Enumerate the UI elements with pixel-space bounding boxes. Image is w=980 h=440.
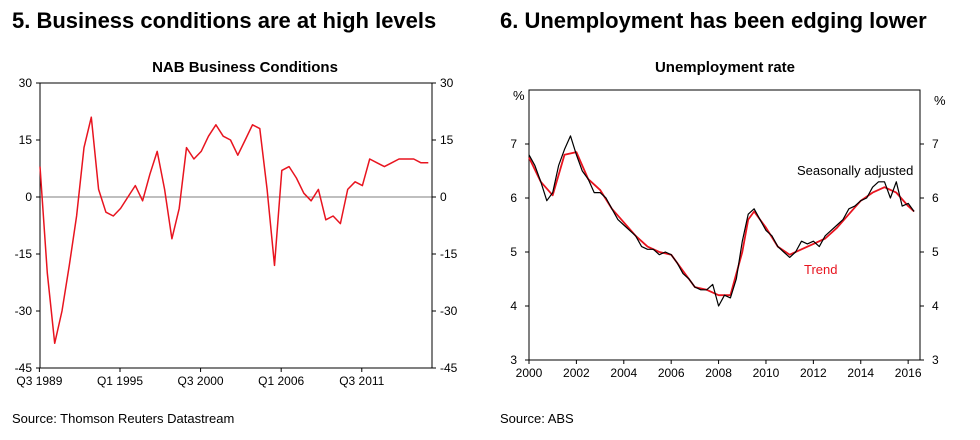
panel-heading-unemployment: 6. Unemployment has been edging lower (500, 8, 927, 33)
y-tick-label-right: 6 (932, 191, 939, 205)
y-tick-label-right: -45 (440, 361, 458, 375)
y-tick-label-right: 5 (932, 245, 939, 259)
business-conditions-line (39, 116, 429, 345)
y-tick-label-left: -15 (15, 247, 33, 261)
x-tick-label: 2004 (610, 366, 637, 380)
y-tick-label-right: -30 (440, 304, 458, 318)
unemployment-chart-title: Unemployment rate (655, 59, 795, 76)
annotation-seasonally-adjusted: Seasonally adjusted (797, 163, 913, 178)
y-tick-label-right: -15 (440, 247, 458, 261)
x-tick-label: 2008 (705, 366, 732, 380)
y-tick-label-left: 3 (510, 353, 517, 367)
annotation-trend: Trend (804, 262, 837, 277)
unemployment-plot-frame (528, 89, 921, 361)
x-tick-label: Q3 2011 (339, 374, 384, 388)
y-tick-label-right: 3 (932, 353, 939, 367)
y-tick-label-left: 15 (19, 133, 33, 147)
x-tick-label: Q3 1989 (16, 374, 62, 388)
panel-heading-business-conditions: 5. Business conditions are at high level… (12, 8, 437, 33)
unemployment-y-axis: 3 3 4 4 5 5 6 6 7 7 (510, 137, 939, 367)
y-tick-label-left: 6 (510, 191, 517, 205)
y-tick-label-right: 30 (440, 76, 454, 90)
y-tick-label-right: 0 (440, 190, 447, 204)
x-tick-label: 2002 (563, 366, 590, 380)
x-tick-label: 2014 (847, 366, 874, 380)
y-tick-label-left: 0 (25, 190, 32, 204)
business-conditions-x-axis: Q3 1989 Q1 1995 Q3 2000 Q1 2006 Q3 2011 (16, 368, 385, 388)
seasonally-adjusted-line (528, 135, 915, 307)
y-tick-label-left: -30 (15, 304, 33, 318)
x-tick-label: Q3 2000 (178, 374, 224, 388)
business-conditions-chart-title: NAB Business Conditions (152, 59, 338, 76)
source-note-business-conditions: Source: Thomson Reuters Datastream (12, 411, 235, 426)
x-tick-label: 2010 (753, 366, 780, 380)
unemployment-series (528, 135, 915, 307)
y-tick-label-left: 5 (510, 245, 517, 259)
x-tick-label: Q1 2006 (258, 374, 304, 388)
x-tick-label: 2016 (895, 366, 922, 380)
business-conditions-plot-frame (39, 82, 433, 369)
business-conditions-series (39, 116, 429, 345)
y-tick-label-right: 4 (932, 299, 939, 313)
y-tick-label-left: 4 (510, 299, 517, 313)
trend-line (528, 151, 915, 297)
x-tick-label: Q1 1995 (97, 374, 143, 388)
y-tick-label-right: 7 (932, 137, 939, 151)
x-tick-label: 2006 (658, 366, 685, 380)
x-tick-label: 2000 (516, 366, 543, 380)
business-conditions-y-axis: 30 30 15 15 0 0 -15 -15 -30 -30 -45 -45 (15, 76, 458, 375)
unemployment-right-unit-label: % (934, 93, 946, 108)
y-tick-label-right: 15 (440, 133, 454, 147)
y-tick-label-left: 7 (510, 137, 517, 151)
x-tick-label: 2012 (800, 366, 827, 380)
y-tick-label-left: 30 (19, 76, 33, 90)
unemployment-left-unit-label: % (513, 88, 525, 103)
y-tick-label-left: -45 (15, 361, 33, 375)
source-note-unemployment: Source: ABS (500, 411, 574, 426)
unemployment-x-axis: 2000 2002 2004 2006 2008 2010 2012 2014 2016 (516, 360, 922, 380)
